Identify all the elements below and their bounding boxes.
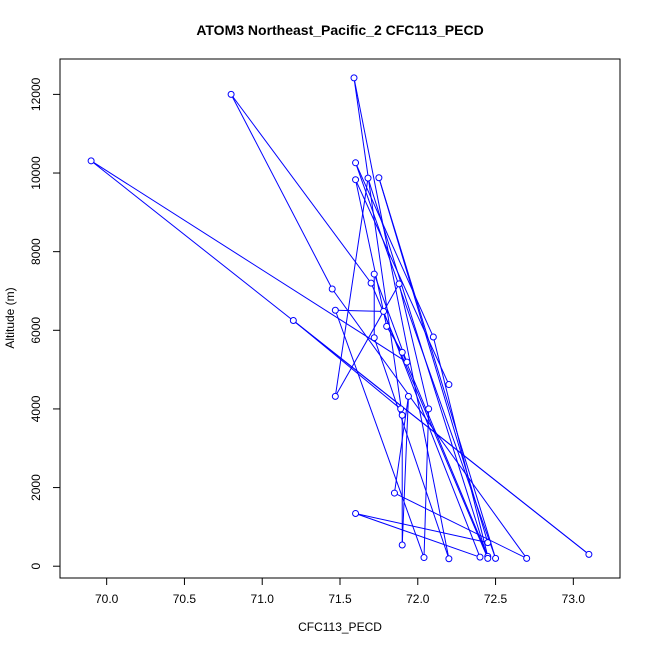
series-segment [230, 94, 372, 284]
data-point [331, 392, 339, 400]
data-point [289, 316, 297, 324]
series-segment [393, 396, 409, 494]
data-point [429, 333, 437, 341]
data-point [390, 489, 398, 497]
data-point [398, 541, 406, 549]
series-segment [355, 179, 450, 385]
series-segment [355, 179, 388, 327]
data-point [383, 322, 391, 330]
series-segment [373, 273, 408, 363]
data-point [367, 279, 375, 287]
data-point [87, 157, 95, 165]
series-segment [401, 352, 489, 557]
data-point [398, 411, 406, 419]
data-point [398, 348, 406, 356]
chart-title: ATOM3 Northeast_Pacific_2 CFC113_PECD [196, 22, 483, 38]
series-segment [331, 288, 528, 559]
x-axis: 70.0 70.5 71.0 71.5 72.0 72.5 73.0 [95, 577, 586, 606]
data-point [585, 550, 593, 558]
y-tick-label: 6000 [29, 317, 43, 344]
data-point [445, 555, 453, 563]
x-tick-label: 70.5 [173, 592, 197, 606]
data-point [420, 554, 428, 562]
data-point [492, 554, 500, 562]
y-tick-label: 10000 [29, 156, 43, 190]
series-segment [334, 283, 400, 397]
data-point [328, 285, 336, 293]
data-point [352, 510, 360, 518]
series-segment [353, 77, 403, 416]
data-point [484, 539, 492, 547]
data-point [370, 334, 378, 342]
series-lines [90, 77, 590, 559]
y-tick-label: 4000 [29, 395, 43, 422]
x-tick-label: 70.0 [95, 592, 119, 606]
data-point [397, 405, 405, 413]
y-tick-label: 2000 [29, 474, 43, 501]
data-point [352, 159, 360, 167]
y-tick-label: 8000 [29, 238, 43, 265]
y-axis: 0 2000 4000 6000 8000 10000 12000 [29, 77, 61, 570]
y-axis-label: Altitude (m) [3, 287, 17, 348]
data-point [404, 392, 412, 400]
x-tick-label: 73.0 [562, 592, 586, 606]
series-segment [378, 177, 489, 543]
x-tick-label: 72.5 [484, 592, 508, 606]
series-segment [355, 513, 481, 558]
data-point [227, 90, 235, 98]
series-points [87, 74, 593, 563]
data-point [364, 174, 372, 182]
data-point [523, 554, 531, 562]
series-segment [355, 162, 434, 338]
data-point [352, 176, 360, 184]
series-segment [398, 283, 430, 410]
plot-frame [59, 58, 621, 579]
data-point [425, 405, 433, 413]
series-segment [293, 320, 590, 555]
data-point [445, 381, 453, 389]
y-tick-label: 0 [29, 563, 43, 570]
series-segment [373, 337, 450, 559]
data-point [350, 74, 358, 82]
series-segment [401, 396, 409, 545]
data-point [331, 306, 339, 314]
series-segment [230, 94, 333, 290]
series-segment [423, 408, 430, 558]
x-tick-label: 71.5 [328, 592, 352, 606]
data-point [484, 554, 492, 562]
series-segment [90, 160, 408, 363]
series-segment [394, 492, 527, 559]
data-point [476, 553, 484, 561]
series-segment [353, 77, 450, 559]
x-tick-label: 72.0 [406, 592, 430, 606]
series-segment [293, 320, 401, 410]
series-segment [334, 178, 369, 397]
series-segment [383, 311, 481, 558]
y-tick-label: 12000 [29, 77, 43, 111]
data-point [403, 358, 411, 366]
series-segment [335, 309, 384, 312]
series-segment [334, 310, 425, 558]
data-point [380, 307, 388, 315]
x-tick-label: 71.0 [251, 592, 275, 606]
series-segment [355, 513, 488, 544]
data-point [375, 174, 383, 182]
series-segment [432, 336, 489, 557]
x-axis-label: CFC113_PECD [298, 620, 382, 634]
data-point [395, 280, 403, 288]
series-segment [367, 177, 489, 559]
data-point [370, 270, 378, 278]
series-segment [370, 282, 489, 559]
